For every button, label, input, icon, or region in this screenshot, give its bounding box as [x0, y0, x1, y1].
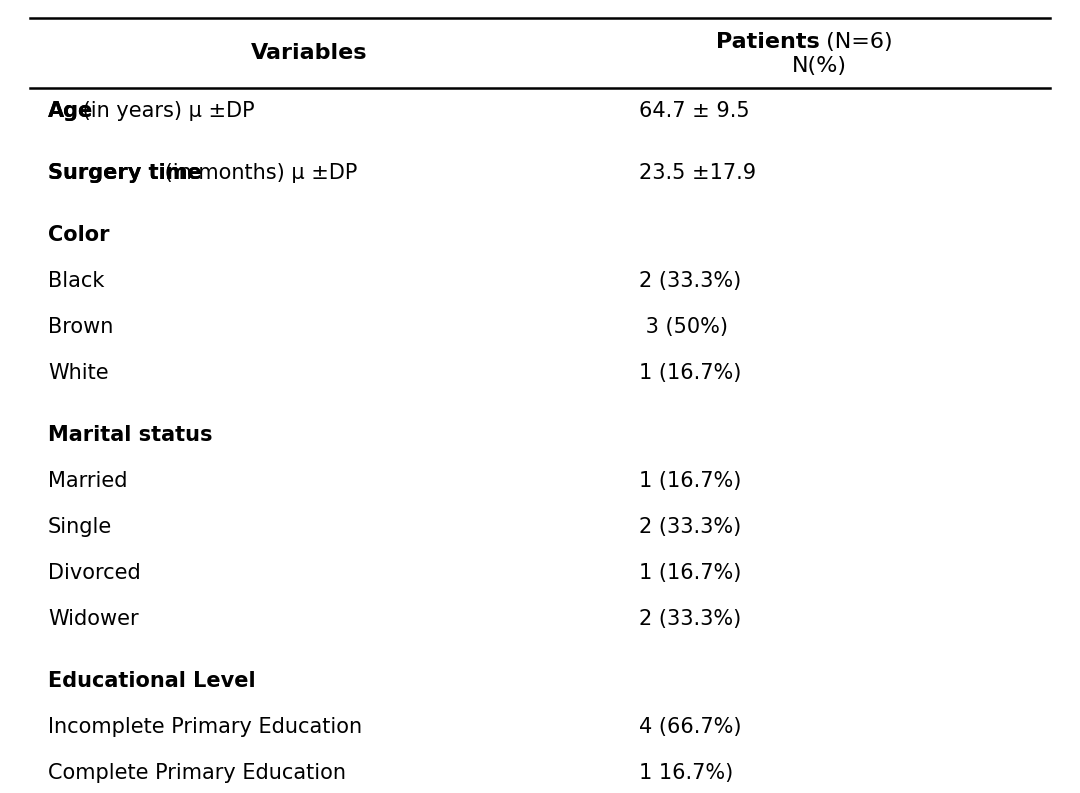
Text: 3 (50%): 3 (50%)	[638, 317, 728, 337]
Text: Complete Primary Education: Complete Primary Education	[48, 763, 346, 783]
Text: 2 (33.3%): 2 (33.3%)	[638, 517, 741, 537]
Text: Age: Age	[48, 101, 93, 121]
Text: Variables: Variables	[251, 43, 367, 63]
Text: 23.5 ±17.9: 23.5 ±17.9	[638, 163, 756, 183]
Text: Color: Color	[48, 225, 109, 245]
Text: 2 (33.3%): 2 (33.3%)	[638, 271, 741, 291]
Text: Surgery time: Surgery time	[48, 163, 202, 183]
Text: Incomplete Primary Education: Incomplete Primary Education	[48, 717, 362, 737]
Text: Age: Age	[48, 101, 93, 121]
Text: (in months) μ ±DP: (in months) μ ±DP	[159, 163, 357, 183]
Text: 64.7 ± 9.5: 64.7 ± 9.5	[638, 101, 750, 121]
Text: 2 (33.3%): 2 (33.3%)	[638, 609, 741, 629]
Text: N(%): N(%)	[792, 56, 847, 76]
Text: Married: Married	[48, 471, 127, 491]
Text: 1 (16.7%): 1 (16.7%)	[638, 363, 741, 383]
Text: Divorced: Divorced	[48, 563, 140, 583]
Text: Educational Level: Educational Level	[48, 671, 256, 691]
Text: Widower: Widower	[48, 609, 138, 629]
Text: (N=6): (N=6)	[820, 32, 893, 52]
Text: Single: Single	[48, 517, 112, 537]
Text: Brown: Brown	[48, 317, 113, 337]
Text: 4 (66.7%): 4 (66.7%)	[638, 717, 741, 737]
Text: Black: Black	[48, 271, 105, 291]
Text: 1 (16.7%): 1 (16.7%)	[638, 563, 741, 583]
Text: (in years) μ ±DP: (in years) μ ±DP	[76, 101, 254, 121]
Text: Patients: Patients	[716, 32, 820, 52]
Text: 1 (16.7%): 1 (16.7%)	[638, 471, 741, 491]
Text: Marital status: Marital status	[48, 425, 213, 445]
Text: 1 16.7%): 1 16.7%)	[638, 763, 733, 783]
Text: White: White	[48, 363, 109, 383]
Text: Surgery time: Surgery time	[48, 163, 202, 183]
